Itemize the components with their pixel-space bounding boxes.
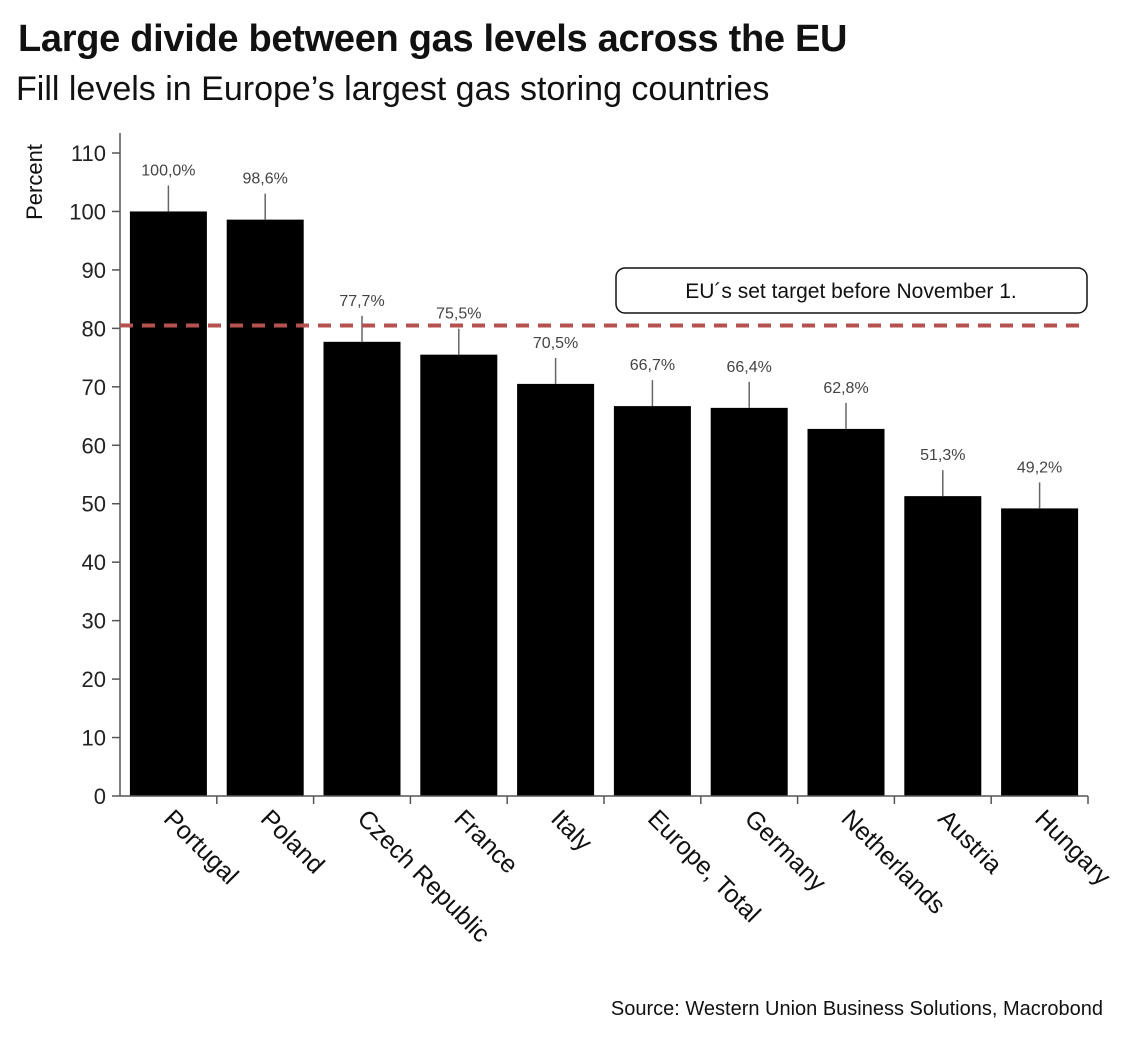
bar-value-label: 70,5% [533, 335, 578, 352]
y-tick-label: 90 [82, 258, 106, 283]
bar [420, 354, 498, 796]
bar-value-label: 75,5% [436, 306, 481, 323]
target-annotation-text: EU´s set target before November 1. [685, 280, 1016, 303]
x-category-label: Germany [739, 804, 832, 897]
y-tick-label: 10 [82, 726, 106, 751]
bar-value-label: 51,3% [920, 447, 965, 464]
y-tick-label: 100 [69, 199, 106, 224]
y-tick-label: 80 [82, 316, 106, 341]
x-category-label: Austria [933, 804, 1008, 879]
x-category-label: Netherlands [836, 804, 951, 919]
y-tick-label: 20 [82, 667, 106, 692]
bar [129, 211, 207, 797]
bar-value-label: 49,2% [1017, 459, 1062, 476]
bar [517, 383, 595, 796]
bar [710, 407, 788, 796]
bar-value-label: 66,4% [727, 359, 772, 376]
x-category-label: France [449, 804, 524, 879]
x-category-label: Poland [255, 804, 330, 879]
bar [904, 496, 982, 796]
y-tick-label: 110 [71, 141, 106, 166]
y-axis-title: Percent [22, 144, 47, 220]
target-line-group: EU´s set target before November 1. [120, 267, 1088, 328]
target-annotation-box [615, 267, 1088, 314]
bar-value-label: 66,7% [630, 357, 675, 374]
bar [226, 219, 304, 796]
bar-value-label: 100,0% [141, 162, 195, 179]
source-note: Source: Western Union Business Solutions… [610, 998, 1103, 1020]
bar-value-label: 77,7% [339, 293, 384, 310]
x-category-label: Portugal [158, 804, 244, 890]
y-tick-label: 50 [82, 492, 106, 517]
y-axis: 0 10 20 30 40 50 60 70 80 90 100 110 [69, 133, 121, 809]
chart-title: Large divide between gas levels across t… [18, 18, 848, 60]
y-tick-label: 70 [82, 375, 106, 400]
bar [1001, 508, 1079, 796]
chart-subtitle: Fill levels in Europe’s largest gas stor… [16, 70, 770, 108]
bar [613, 406, 691, 796]
y-tick-label: 60 [82, 433, 106, 458]
y-tick-label: 0 [94, 784, 106, 809]
y-tick-label: 40 [82, 550, 106, 575]
bar [323, 341, 401, 796]
bars-group: 100,0% 98,6% 77,7% 75,5% 70,5% 66,7% 66,4% 62,8… [129, 162, 1079, 797]
x-category-label: Hungary [1029, 804, 1116, 891]
y-tick-label: 30 [82, 609, 106, 634]
bar [807, 428, 885, 796]
x-category-label: Italy [545, 804, 598, 857]
bar-value-label: 62,8% [823, 380, 868, 397]
bar-value-label: 98,6% [243, 171, 288, 188]
